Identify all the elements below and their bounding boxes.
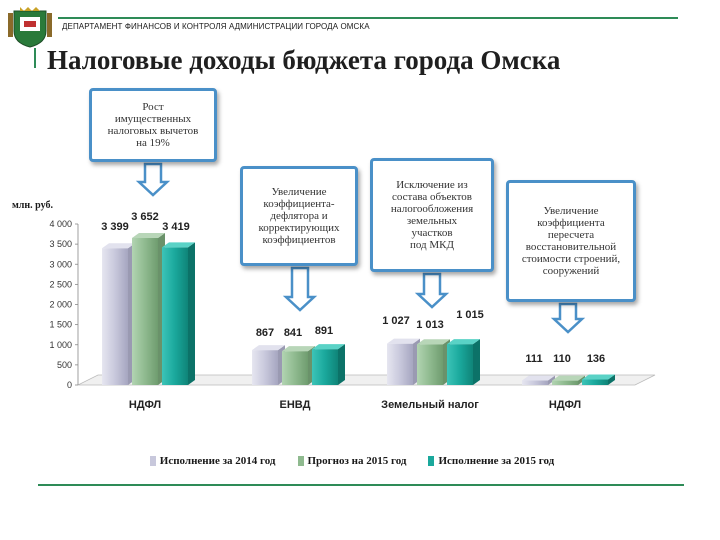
y-tick-label: 1 500 <box>49 320 72 330</box>
bar-side <box>188 242 195 385</box>
bar <box>552 380 578 385</box>
bar-top <box>132 233 165 239</box>
bar <box>162 247 188 385</box>
header-vertical-accent <box>34 48 36 68</box>
callout-envd: Увеличение коэффициента- дефлятора и кор… <box>240 166 358 266</box>
data-label: 110 <box>553 353 571 365</box>
y-tick-label: 2 500 <box>49 279 72 289</box>
unit-label: млн. руб. <box>12 200 53 211</box>
data-label: 3 419 <box>162 221 190 233</box>
bar <box>102 248 128 385</box>
callout-arrow-icon <box>282 266 318 312</box>
legend-item-2014: Исполнение за 2014 год <box>149 455 276 467</box>
bar <box>582 379 608 385</box>
x-category-label: НДФЛ <box>129 399 161 411</box>
bar-side <box>548 375 555 385</box>
bar <box>252 350 278 385</box>
callout-land-tax: Исключение из состава объектов налогообл… <box>370 158 494 272</box>
bar <box>312 349 338 385</box>
y-tick-label: 3 000 <box>49 259 72 269</box>
bar-top <box>417 339 450 345</box>
bar-top <box>312 344 345 350</box>
legend-swatch <box>428 456 435 466</box>
bar-top <box>162 242 195 248</box>
callout-ndfl: Рост имущественных налоговых вычетов на … <box>89 88 217 162</box>
y-tick-label: 0 <box>67 380 72 390</box>
callout-arrow-icon <box>414 272 450 309</box>
bar-top <box>102 243 135 249</box>
data-label: 841 <box>284 327 302 339</box>
data-label: 3 652 <box>131 211 159 223</box>
header-divider <box>58 17 678 19</box>
legend-swatch <box>297 456 304 466</box>
data-label: 136 <box>587 353 605 365</box>
bar-side <box>338 344 345 385</box>
bar-top <box>522 375 555 381</box>
y-tick-label: 2 000 <box>49 300 72 310</box>
data-label: 1 015 <box>456 309 484 321</box>
page-title: Налоговые доходы бюджета города Омска <box>47 45 561 75</box>
y-tick-label: 4 000 <box>49 219 72 229</box>
legend-item-2015-forecast: Прогноз на 2015 год <box>297 455 407 467</box>
bar-top <box>447 339 480 345</box>
chart-legend: Исполнение за 2014 год Прогноз на 2015 г… <box>72 450 632 472</box>
department-name: ДЕПАРТАМЕНТ ФИНАНСОВ И КОНТРОЛЯ АДМИНИСТ… <box>62 22 370 31</box>
bar-top <box>282 346 315 352</box>
callout-arrow-icon <box>550 302 586 334</box>
bar <box>387 343 413 385</box>
bar <box>522 380 548 385</box>
y-tick-label: 500 <box>57 360 72 370</box>
x-category-label: ЕНВД <box>280 399 311 411</box>
bar-side <box>578 375 585 385</box>
y-tick-label: 3 500 <box>49 239 72 249</box>
bar-side <box>473 339 480 385</box>
callout-property-tax: Увеличение коэффициента пересчета восста… <box>506 180 636 302</box>
bar-top <box>552 375 585 381</box>
data-label: 111 <box>525 353 542 365</box>
footer-divider <box>38 484 684 486</box>
x-category-label: НДФЛ <box>549 399 581 411</box>
bar <box>417 344 443 385</box>
legend-label: Исполнение за 2014 год <box>159 455 276 467</box>
legend-label: Прогноз на 2015 год <box>307 455 407 467</box>
data-label: 1 013 <box>416 319 444 331</box>
bar <box>282 351 308 385</box>
bar <box>447 344 473 385</box>
data-label: 1 027 <box>382 315 410 327</box>
bar-top <box>387 338 420 344</box>
legend-swatch <box>149 456 156 466</box>
data-label: 867 <box>256 327 274 339</box>
data-label: 891 <box>315 325 333 337</box>
bar <box>132 238 158 385</box>
bar-top <box>582 374 615 380</box>
city-coat-of-arms-icon <box>8 7 52 48</box>
legend-label: Исполнение за 2015 год <box>438 455 555 467</box>
x-category-label: Земельный налог <box>381 399 479 411</box>
data-label: 3 399 <box>101 221 129 233</box>
y-tick-label: 1 000 <box>49 340 72 350</box>
bar-side <box>608 374 615 385</box>
bar-top <box>252 345 285 351</box>
callout-arrow-icon <box>135 162 171 197</box>
legend-item-2015-actual: Исполнение за 2015 год <box>428 455 554 467</box>
